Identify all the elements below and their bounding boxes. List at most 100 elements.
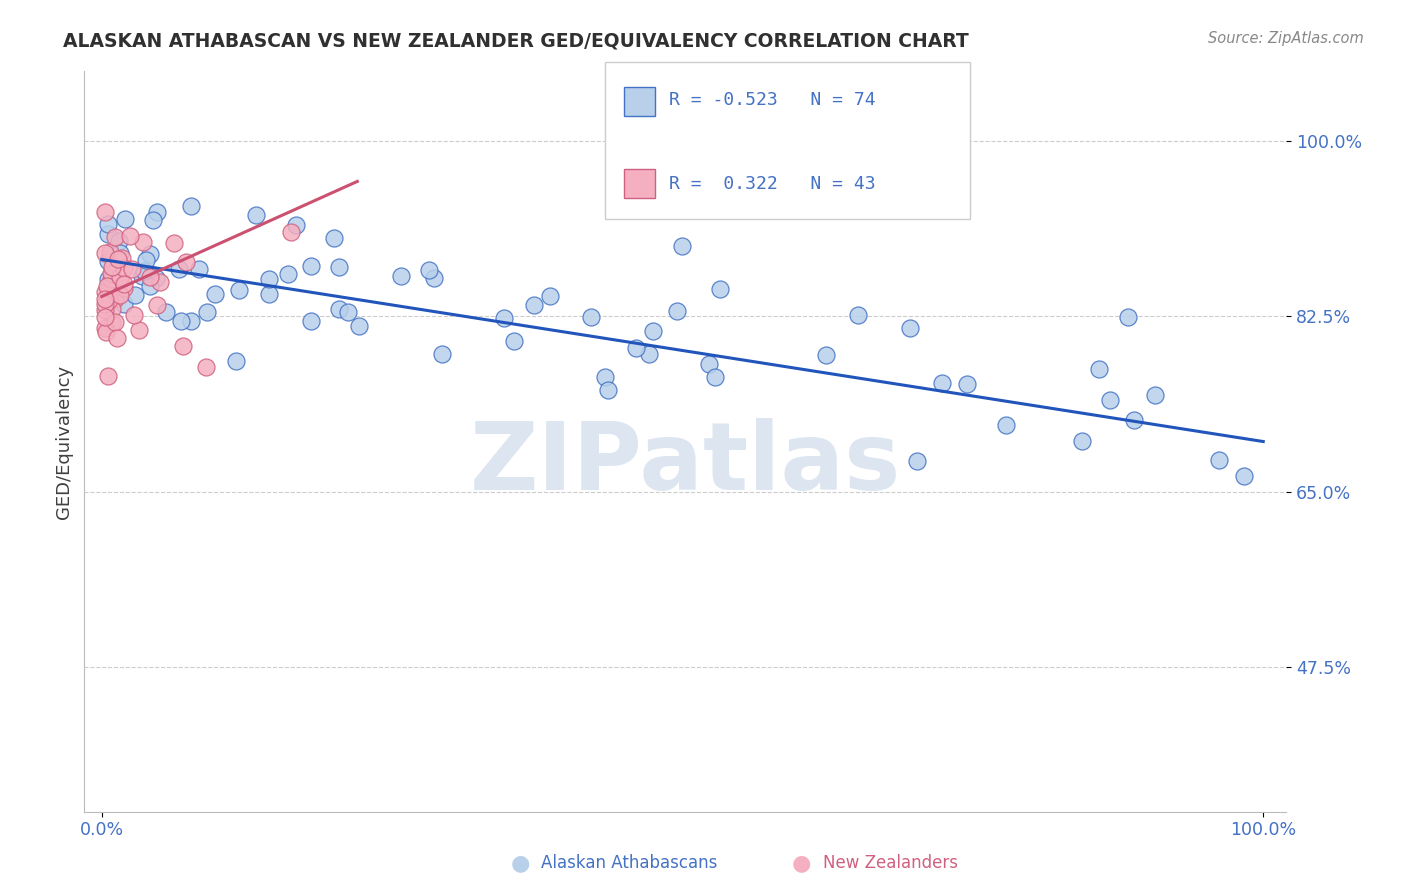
Point <box>98 245 121 260</box>
Text: R = -0.523   N = 74: R = -0.523 N = 74 <box>669 91 876 109</box>
Point <box>107 234 129 248</box>
Text: New Zealanders: New Zealanders <box>823 855 957 872</box>
Point <box>1088 362 1111 376</box>
Point <box>180 199 202 213</box>
Point <box>120 229 142 244</box>
Point <box>101 260 124 275</box>
Point <box>170 314 193 328</box>
Point <box>598 383 620 397</box>
Text: Source: ZipAtlas.com: Source: ZipAtlas.com <box>1208 31 1364 46</box>
Point <box>110 269 132 284</box>
Point <box>146 205 169 219</box>
Point <box>430 347 453 361</box>
Point <box>259 287 281 301</box>
Point <box>96 325 118 339</box>
Y-axis label: GED/Equivalency: GED/Equivalency <box>55 365 73 518</box>
Point <box>100 266 122 280</box>
Point <box>94 297 117 311</box>
Point <box>112 297 135 311</box>
Point <box>538 289 561 303</box>
Text: ●: ● <box>792 854 811 873</box>
Point <box>299 259 322 273</box>
Point <box>697 357 720 371</box>
Point <box>328 260 350 275</box>
Point <box>128 323 150 337</box>
Point <box>994 417 1017 432</box>
Point <box>195 359 218 374</box>
Point <box>225 353 247 368</box>
Point <box>108 245 131 260</box>
Point <box>709 282 731 296</box>
Point <box>100 267 122 281</box>
Point <box>180 314 202 328</box>
Point <box>280 225 302 239</box>
Point <box>299 314 322 328</box>
Point <box>104 315 127 329</box>
Point <box>111 251 134 265</box>
Point <box>155 305 177 319</box>
Point <box>257 272 280 286</box>
Point <box>124 288 146 302</box>
Point <box>112 261 135 276</box>
Point <box>323 230 346 244</box>
Point <box>97 369 120 384</box>
Point <box>112 281 135 295</box>
Point <box>167 262 190 277</box>
Point <box>931 376 953 391</box>
Point <box>641 324 664 338</box>
Point <box>666 304 689 318</box>
Point <box>1233 468 1256 483</box>
Point <box>389 269 412 284</box>
Point <box>671 238 693 252</box>
Point <box>337 304 360 318</box>
Point <box>204 286 226 301</box>
Point <box>145 298 167 312</box>
Text: ALASKAN ATHABASCAN VS NEW ZEALANDER GED/EQUIVALENCY CORRELATION CHART: ALASKAN ATHABASCAN VS NEW ZEALANDER GED/… <box>63 31 969 50</box>
Point <box>94 302 117 317</box>
Point <box>132 235 155 249</box>
Point <box>97 272 120 286</box>
Point <box>104 292 127 306</box>
Point <box>905 454 928 468</box>
Point <box>145 271 167 285</box>
Point <box>149 275 172 289</box>
Point <box>523 298 546 312</box>
Point <box>97 254 120 268</box>
Point <box>1071 434 1094 448</box>
Point <box>121 262 143 277</box>
Point <box>492 310 515 325</box>
Point <box>94 310 117 324</box>
Point <box>138 269 160 284</box>
Point <box>131 268 153 283</box>
Text: R =  0.322   N = 43: R = 0.322 N = 43 <box>669 175 876 193</box>
Point <box>97 227 120 241</box>
Point <box>139 278 162 293</box>
Point <box>97 217 120 231</box>
Point <box>135 253 157 268</box>
Point <box>122 308 145 322</box>
Point <box>1144 388 1167 402</box>
Point <box>1122 413 1144 427</box>
Point <box>94 246 117 260</box>
Point <box>593 370 616 384</box>
Point <box>107 252 129 266</box>
Point <box>97 293 120 307</box>
Point <box>704 370 727 384</box>
Text: ZIPatlas: ZIPatlas <box>470 417 901 509</box>
Point <box>96 278 118 293</box>
Point <box>1098 393 1121 408</box>
Point <box>94 285 117 300</box>
Point <box>1116 310 1139 325</box>
Point <box>626 341 648 355</box>
Point <box>114 212 136 227</box>
Point <box>195 305 218 319</box>
Point <box>228 283 250 297</box>
Point <box>502 334 524 349</box>
Point <box>846 308 869 322</box>
Point <box>174 255 197 269</box>
Point <box>1208 453 1230 467</box>
Point <box>96 287 118 301</box>
Point <box>101 302 124 317</box>
Point <box>328 302 350 317</box>
Point <box>285 218 308 232</box>
